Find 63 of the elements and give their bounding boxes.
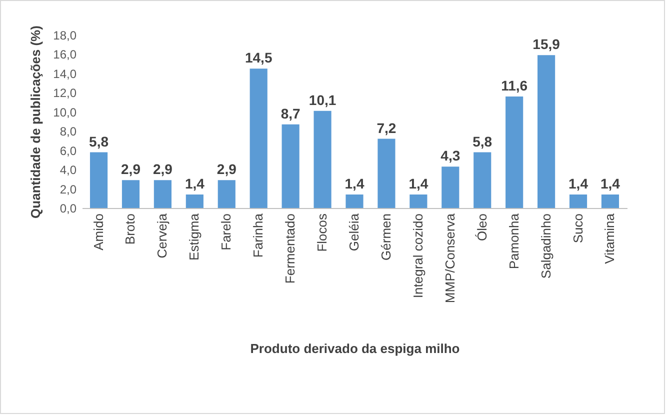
bar bbox=[442, 166, 460, 208]
x-tick-label: Óleo bbox=[474, 214, 490, 241]
bar bbox=[506, 96, 524, 208]
y-tick-label: 8,0 bbox=[60, 124, 77, 139]
x-tick-label: Geléia bbox=[346, 212, 362, 252]
bar bbox=[601, 194, 620, 208]
x-tick-label: Broto bbox=[122, 214, 138, 245]
data-label: 15,9 bbox=[532, 36, 560, 52]
y-tick-label: 14,0 bbox=[53, 66, 77, 81]
data-label: 1,4 bbox=[344, 176, 364, 192]
bar bbox=[154, 180, 172, 208]
data-label: 1,4 bbox=[600, 176, 620, 192]
x-axis-title: Produto derivado da espiga milho bbox=[250, 341, 460, 356]
x-tick-label: Vitamina bbox=[602, 212, 618, 264]
data-label: 2,9 bbox=[121, 161, 141, 178]
data-label: 1,4 bbox=[408, 176, 428, 192]
y-tick-label: 2,0 bbox=[60, 182, 77, 196]
y-tick-label: 6,0 bbox=[60, 144, 77, 158]
x-tick-label: Salgadinho bbox=[538, 214, 554, 279]
data-label: 4,3 bbox=[440, 148, 460, 164]
bar bbox=[282, 124, 300, 208]
bar bbox=[474, 152, 492, 208]
bar bbox=[186, 194, 204, 208]
bar bbox=[538, 55, 556, 208]
x-tick-label: Cerveja bbox=[154, 212, 170, 258]
data-label: 8,7 bbox=[280, 105, 301, 122]
x-tick-label: Integral cozido bbox=[410, 214, 426, 298]
x-tick-label: Suco bbox=[570, 214, 586, 244]
x-tick-label: Fermentado bbox=[282, 214, 298, 284]
y-tick-label: 4,0 bbox=[60, 163, 77, 178]
data-label: 1,4 bbox=[184, 176, 205, 192]
data-label: 1,4 bbox=[568, 176, 588, 192]
bar bbox=[90, 152, 108, 208]
x-tick-label: Gérmen bbox=[378, 214, 394, 260]
bar bbox=[218, 180, 236, 208]
y-tick-label: 10,0 bbox=[53, 105, 77, 120]
y-tick-label: 12,0 bbox=[53, 86, 77, 100]
data-label: 2,9 bbox=[152, 161, 173, 178]
x-tick-label: Farinha bbox=[250, 212, 266, 258]
bar bbox=[569, 194, 588, 208]
bar bbox=[346, 194, 364, 208]
data-label: 11,6 bbox=[501, 78, 528, 94]
y-tick-label: 16,0 bbox=[53, 48, 77, 62]
bar bbox=[410, 194, 428, 208]
data-label: 2,9 bbox=[216, 161, 237, 178]
data-label: 5,8 bbox=[472, 133, 492, 150]
data-label: 5,8 bbox=[89, 133, 109, 150]
bar bbox=[378, 138, 396, 208]
bar bbox=[314, 110, 332, 208]
y-axis-title: Quantidade de publicações (%) bbox=[28, 26, 44, 218]
x-tick-label: MMP/Conserva bbox=[442, 212, 458, 304]
data-label: 14,5 bbox=[244, 50, 272, 66]
x-tick-label: Flocos bbox=[314, 213, 330, 252]
data-label: 10,1 bbox=[308, 92, 336, 108]
x-tick-label: Pamonha bbox=[506, 212, 522, 270]
x-tick-label: Farelo bbox=[218, 214, 234, 250]
x-tick-label: Estigma bbox=[186, 212, 202, 260]
bar bbox=[122, 180, 140, 208]
data-label: 7,2 bbox=[376, 120, 396, 136]
bar bbox=[250, 68, 268, 208]
y-tick-label: 0,0 bbox=[60, 202, 77, 216]
y-tick-label: 18,0 bbox=[53, 28, 77, 42]
x-tick-label: Amido bbox=[90, 214, 106, 250]
